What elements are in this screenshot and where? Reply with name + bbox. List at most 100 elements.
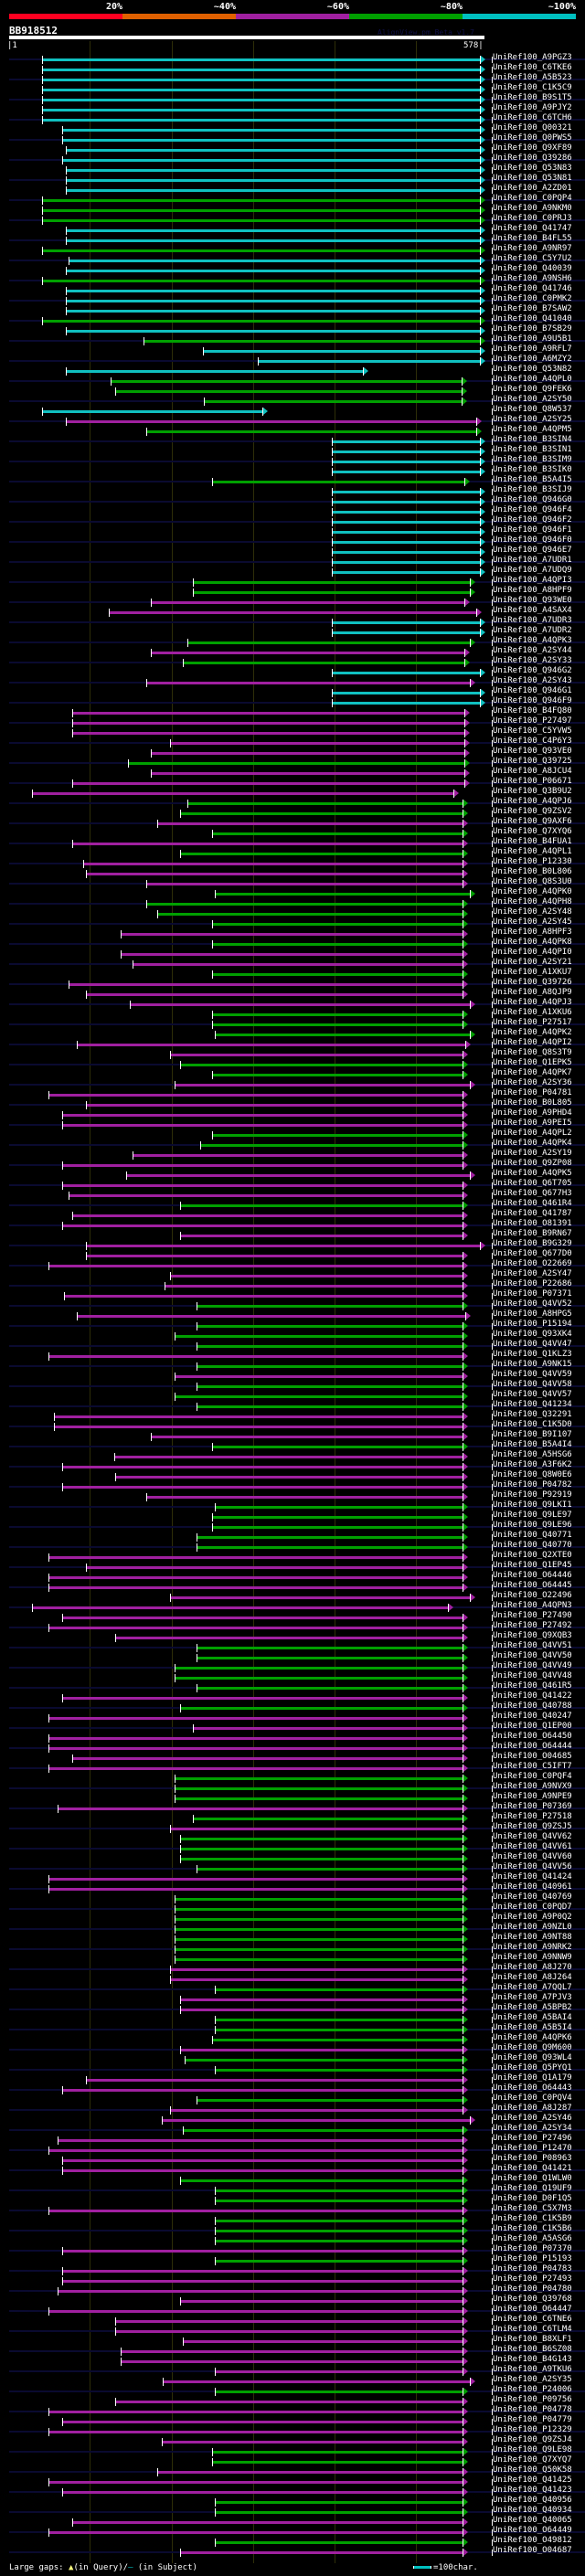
subject-label[interactable]: UniRef100_P07370 <box>493 2244 572 2253</box>
subject-label[interactable]: UniRef100_C1K5C9 <box>493 83 572 92</box>
subject-label[interactable]: UniRef100_C1K5D0 <box>493 1420 572 1429</box>
alignment-bar[interactable] <box>258 360 480 363</box>
subject-label[interactable]: UniRef100_Q40961 <box>493 1882 572 1892</box>
alignment-bar[interactable] <box>332 571 480 574</box>
subject-label[interactable]: UniRef100_A2SY47 <box>493 1269 572 1278</box>
alignment-bar[interactable] <box>179 1064 463 1066</box>
subject-label[interactable]: UniRef100_A2SY43 <box>493 676 572 685</box>
subject-label[interactable]: UniRef100_P12330 <box>493 857 572 866</box>
alignment-bar[interactable] <box>71 843 463 845</box>
alignment-bar[interactable] <box>214 2541 463 2544</box>
alignment-bar[interactable] <box>62 2280 463 2283</box>
alignment-bar[interactable] <box>175 1928 463 1931</box>
alignment-bar[interactable] <box>197 1345 463 1348</box>
alignment-bar[interactable] <box>192 581 471 584</box>
alignment-bar[interactable] <box>179 1848 463 1850</box>
subject-label[interactable]: UniRef100_Q39286 <box>493 154 572 163</box>
subject-label[interactable]: UniRef100_C0PQF4 <box>493 1772 572 1781</box>
alignment-bar[interactable] <box>183 2129 463 2132</box>
alignment-bar[interactable] <box>214 2220 463 2222</box>
subject-label[interactable]: UniRef100_A5HSG6 <box>493 1450 572 1459</box>
subject-label[interactable]: UniRef100_A8HPG5 <box>493 1309 572 1319</box>
subject-label[interactable]: UniRef100_Q8S3U0 <box>493 877 572 886</box>
subject-label[interactable]: UniRef100_B5A4I5 <box>493 475 572 484</box>
subject-label[interactable]: UniRef100_P27497 <box>493 716 572 726</box>
alignment-bar[interactable] <box>85 993 463 996</box>
subject-label[interactable]: UniRef100_A5B5I4 <box>493 2023 572 2032</box>
alignment-bar[interactable] <box>48 2310 463 2313</box>
subject-label[interactable]: UniRef100_O64446 <box>493 1571 572 1580</box>
subject-label[interactable]: UniRef100_Q946G1 <box>493 686 572 695</box>
alignment-bar[interactable] <box>197 1536 463 1539</box>
alignment-bar[interactable] <box>48 1767 463 1770</box>
subject-label[interactable]: UniRef100_A9NVX9 <box>493 1782 572 1791</box>
subject-label[interactable]: UniRef100_Q8W0E6 <box>493 1470 572 1479</box>
alignment-bar[interactable] <box>332 672 480 674</box>
subject-label[interactable]: UniRef100_Q40039 <box>493 264 572 273</box>
alignment-bar[interactable] <box>71 782 465 785</box>
subject-label[interactable]: UniRef100_Q6T705 <box>493 1179 572 1188</box>
alignment-bar[interactable] <box>48 2149 463 2152</box>
subject-label[interactable]: UniRef100_Q9ZSJ4 <box>493 2435 572 2444</box>
alignment-bar[interactable] <box>212 1446 463 1448</box>
alignment-bar[interactable] <box>132 963 463 966</box>
alignment-bar[interactable] <box>212 2039 463 2041</box>
alignment-bar[interactable] <box>115 1476 463 1479</box>
alignment-bar[interactable] <box>214 2230 463 2232</box>
subject-label[interactable]: UniRef100_D0F1Q5 <box>493 2194 572 2203</box>
subject-label[interactable]: UniRef100_A1XKU7 <box>493 968 572 977</box>
alignment-bar[interactable] <box>199 1144 463 1147</box>
subject-label[interactable]: UniRef100_O64445 <box>493 1581 572 1590</box>
subject-label[interactable]: UniRef100_P04782 <box>493 1480 572 1489</box>
subject-label[interactable]: UniRef100_A4QPK7 <box>493 1068 572 1077</box>
subject-label[interactable]: UniRef100_Q461R4 <box>493 1199 572 1208</box>
alignment-bar[interactable] <box>175 1918 463 1921</box>
subject-label[interactable]: UniRef100_Q8S3T9 <box>493 1048 572 1057</box>
subject-label[interactable]: UniRef100_A2SY48 <box>493 907 572 917</box>
alignment-bar[interactable] <box>66 300 480 302</box>
alignment-bar[interactable] <box>212 481 465 483</box>
alignment-bar[interactable] <box>157 2471 463 2474</box>
alignment-bar[interactable] <box>212 2461 463 2464</box>
alignment-bar[interactable] <box>186 641 471 644</box>
alignment-bar[interactable] <box>69 1194 463 1197</box>
subject-label[interactable]: UniRef100_A2SY33 <box>493 656 572 665</box>
alignment-bar[interactable] <box>169 1596 471 1599</box>
alignment-bar[interactable] <box>175 1787 463 1790</box>
subject-label[interactable]: UniRef100_C6TLM4 <box>493 2325 572 2334</box>
alignment-bar[interactable] <box>48 1717 463 1720</box>
subject-label[interactable]: UniRef100_A4QPI2 <box>493 1038 572 1047</box>
alignment-bar[interactable] <box>54 1415 463 1418</box>
alignment-bar[interactable] <box>71 722 465 725</box>
alignment-bar[interactable] <box>41 99 480 101</box>
subject-label[interactable]: UniRef100_A5ASG6 <box>493 2234 572 2243</box>
alignment-bar[interactable] <box>214 2390 463 2393</box>
alignment-bar[interactable] <box>48 1627 463 1629</box>
subject-label[interactable]: UniRef100_P04778 <box>493 2405 572 2414</box>
subject-label[interactable]: UniRef100_Q9LE96 <box>493 1521 572 1530</box>
subject-label[interactable]: UniRef100_Q93WL4 <box>493 2053 572 2062</box>
alignment-bar[interactable] <box>179 1998 463 2001</box>
alignment-bar[interactable] <box>145 1496 463 1499</box>
alignment-bar[interactable] <box>332 491 480 493</box>
alignment-bar[interactable] <box>145 682 471 684</box>
subject-label[interactable]: UniRef100_A9RFL7 <box>493 345 572 354</box>
alignment-bar[interactable] <box>175 1335 463 1338</box>
subject-label[interactable]: UniRef100_C6TCH6 <box>493 113 572 122</box>
alignment-bar[interactable] <box>179 1838 463 1840</box>
subject-label[interactable]: UniRef100_Q1WLW0 <box>493 2174 572 2183</box>
alignment-bar[interactable] <box>212 973 463 976</box>
alignment-bar[interactable] <box>62 2250 463 2253</box>
subject-label[interactable]: UniRef100_A6MZY2 <box>493 355 572 364</box>
alignment-bar[interactable] <box>48 1737 463 1740</box>
subject-label[interactable]: UniRef100_A9TKU6 <box>493 2365 572 2374</box>
alignment-bar[interactable] <box>179 1707 463 1710</box>
subject-label[interactable]: UniRef100_Q4VV47 <box>493 1340 572 1349</box>
alignment-bar[interactable] <box>214 2260 463 2263</box>
subject-label[interactable]: UniRef100_Q946F1 <box>493 525 572 535</box>
subject-label[interactable]: UniRef100_Q1A179 <box>493 2073 572 2083</box>
subject-label[interactable]: UniRef100_Q39768 <box>493 2295 572 2304</box>
subject-label[interactable]: UniRef100_A4QPK6 <box>493 2033 572 2042</box>
alignment-bar[interactable] <box>332 621 480 624</box>
subject-label[interactable]: UniRef100_B0L805 <box>493 1098 572 1108</box>
